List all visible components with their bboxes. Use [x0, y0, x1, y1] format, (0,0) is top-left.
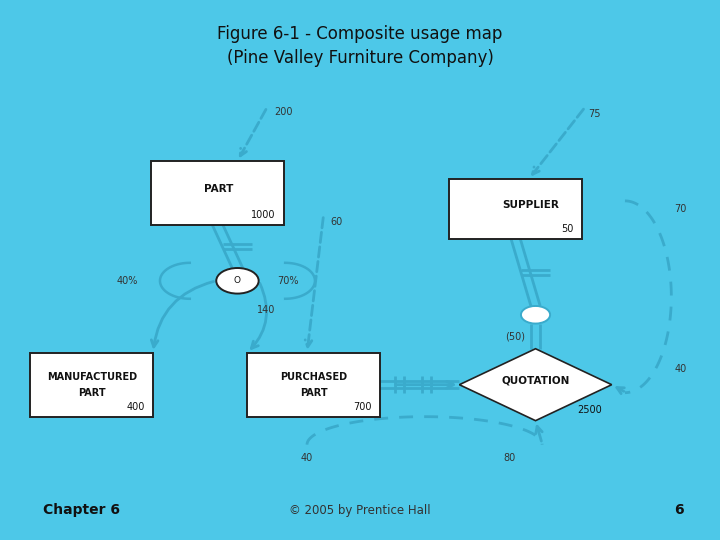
- Bar: [449, 179, 582, 239]
- Text: 75: 75: [588, 109, 601, 119]
- Text: 1000: 1000: [251, 210, 276, 220]
- Text: PURCHASED: PURCHASED: [280, 372, 347, 382]
- Text: 70%: 70%: [277, 276, 299, 286]
- Text: PART: PART: [78, 388, 106, 397]
- Text: (50): (50): [505, 332, 526, 341]
- Text: MANUFACTURED: MANUFACTURED: [47, 372, 137, 382]
- Bar: [30, 353, 153, 417]
- Text: QUOTATION: QUOTATION: [501, 376, 570, 386]
- Text: 60: 60: [330, 217, 343, 227]
- Text: 50: 50: [562, 224, 574, 234]
- Text: Figure 6-1 - Composite usage map
(Pine Valley Furniture Company): Figure 6-1 - Composite usage map (Pine V…: [217, 25, 503, 67]
- Text: 70: 70: [675, 204, 687, 214]
- Circle shape: [216, 268, 258, 294]
- Text: 140: 140: [257, 305, 276, 315]
- Circle shape: [521, 306, 550, 323]
- Text: 200: 200: [274, 107, 292, 117]
- Text: O: O: [234, 276, 241, 285]
- Text: 6: 6: [675, 503, 684, 517]
- Text: 40%: 40%: [117, 276, 138, 286]
- Text: Chapter 6: Chapter 6: [43, 503, 120, 517]
- Text: © 2005 by Prentice Hall: © 2005 by Prentice Hall: [289, 504, 431, 517]
- Text: PART: PART: [300, 388, 328, 397]
- Bar: [248, 353, 380, 417]
- Text: 700: 700: [354, 402, 372, 412]
- Text: 2500: 2500: [577, 404, 602, 415]
- Text: 400: 400: [127, 402, 145, 412]
- Text: 80: 80: [503, 453, 516, 463]
- Polygon shape: [459, 349, 612, 421]
- Text: PART: PART: [204, 184, 234, 194]
- Text: 40: 40: [301, 453, 313, 463]
- Text: SUPPLIER: SUPPLIER: [503, 200, 559, 210]
- Text: 40: 40: [675, 364, 687, 374]
- Bar: [151, 161, 284, 225]
